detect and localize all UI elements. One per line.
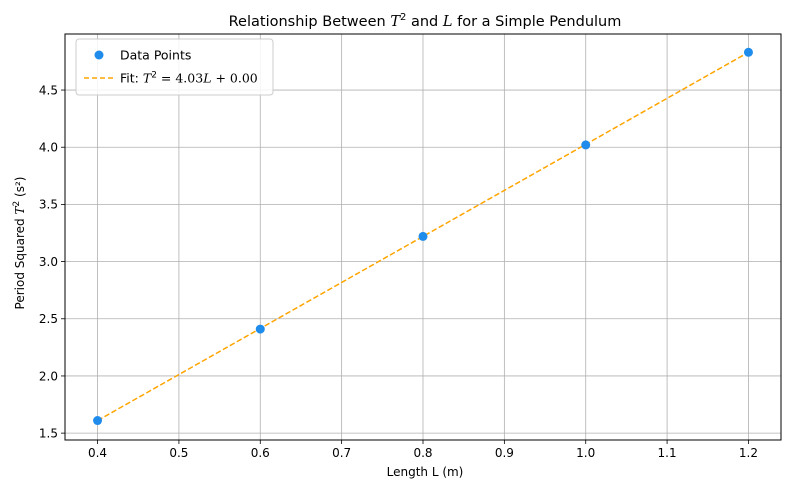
fit-line bbox=[97, 51, 749, 422]
grid-lines bbox=[65, 34, 781, 440]
data-point bbox=[743, 47, 753, 57]
y-axis-ticks: 1.5 2.0 2.5 3.0 3.5 4.0 4.5 bbox=[39, 83, 65, 440]
x-tick-label: 1.0 bbox=[576, 446, 595, 460]
y-tick-label: 1.5 bbox=[39, 426, 58, 440]
y-tick-label: 4.0 bbox=[39, 141, 58, 155]
x-tick-label: 0.8 bbox=[413, 446, 432, 460]
chart-title: Relationship Between T2 and L for a Simp… bbox=[229, 12, 622, 30]
legend-marker-data-points bbox=[94, 50, 104, 60]
x-tick-label: 1.1 bbox=[658, 446, 677, 460]
legend-label-data-points: Data Points bbox=[120, 48, 191, 63]
legend-label-fit: Fit: T2 = 4.03L + 0.00 bbox=[120, 71, 258, 86]
y-tick-label: 3.5 bbox=[39, 198, 58, 212]
x-tick-label: 0.7 bbox=[332, 446, 351, 460]
legend-box bbox=[75, 38, 274, 96]
x-tick-label: 0.5 bbox=[169, 446, 188, 460]
x-tick-label: 0.4 bbox=[88, 446, 107, 460]
x-axis-label: Length L (m) bbox=[387, 465, 464, 479]
data-point bbox=[418, 231, 428, 241]
data-points bbox=[93, 47, 753, 426]
data-point bbox=[581, 140, 591, 150]
fit-line-layer bbox=[97, 51, 749, 422]
y-tick-label: 3.0 bbox=[39, 255, 58, 269]
x-tick-label: 1.2 bbox=[739, 446, 758, 460]
data-point bbox=[93, 416, 103, 426]
x-tick-label: 0.6 bbox=[251, 446, 270, 460]
legend: Data Points Fit: T2 = 4.03L + 0.00 bbox=[75, 38, 274, 96]
y-axis-label: Period Squared T2 (s²) bbox=[12, 177, 27, 310]
data-point bbox=[255, 324, 265, 334]
y-tick-label: 2.0 bbox=[39, 369, 58, 383]
y-tick-label: 2.5 bbox=[39, 312, 58, 326]
x-tick-label: 0.9 bbox=[495, 446, 514, 460]
y-tick-label: 4.5 bbox=[39, 83, 58, 97]
x-axis-ticks: 0.4 0.5 0.6 0.7 0.8 0.9 1.0 1.1 1.2 bbox=[88, 440, 758, 460]
